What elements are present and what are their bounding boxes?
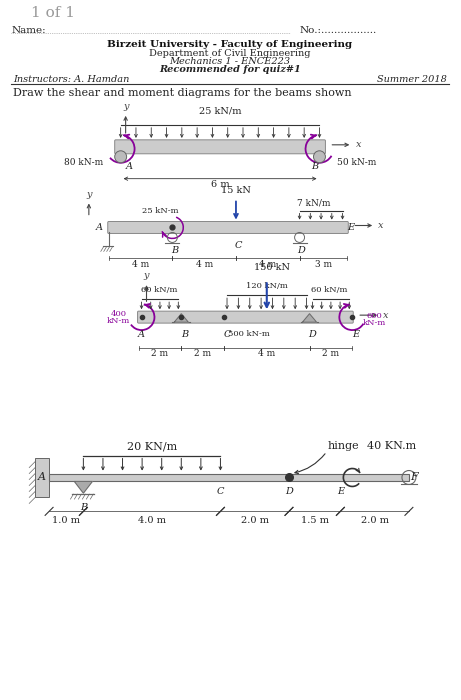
Text: 60 kN/m: 60 kN/m	[141, 286, 177, 294]
Polygon shape	[302, 314, 317, 322]
Text: C: C	[234, 241, 242, 250]
Text: 150 kN: 150 kN	[254, 262, 290, 272]
Text: x: x	[378, 221, 384, 230]
Text: 50 kN-m: 50 kN-m	[337, 158, 376, 167]
Text: 25 kN-m: 25 kN-m	[142, 206, 179, 215]
Text: 2.0 m: 2.0 m	[361, 516, 389, 525]
FancyBboxPatch shape	[108, 221, 349, 234]
Text: y: y	[86, 190, 92, 199]
Text: No.:.................: No.:.................	[300, 26, 377, 35]
Text: E: E	[352, 330, 359, 339]
Text: 40 KN.m: 40 KN.m	[367, 440, 417, 451]
Text: B: B	[181, 330, 188, 339]
Text: 3 m: 3 m	[315, 260, 332, 269]
Text: 4.0 m: 4.0 m	[138, 516, 166, 525]
Text: 4 m: 4 m	[195, 260, 213, 269]
Polygon shape	[174, 314, 188, 322]
Text: A: A	[126, 162, 133, 172]
Text: 2.0 m: 2.0 m	[241, 516, 269, 525]
Text: C: C	[223, 330, 231, 339]
Text: 1.0 m: 1.0 m	[52, 516, 80, 525]
Text: 80 kN-m: 80 kN-m	[64, 158, 104, 167]
Circle shape	[313, 150, 325, 162]
Text: 4 m: 4 m	[132, 260, 149, 269]
Text: kN-m: kN-m	[362, 319, 386, 327]
Text: A: A	[38, 473, 46, 482]
Text: Mechanics 1 - ENCE223: Mechanics 1 - ENCE223	[170, 57, 290, 66]
Text: y: y	[144, 271, 149, 280]
Text: Department of Civil Engineering: Department of Civil Engineering	[149, 49, 311, 57]
FancyBboxPatch shape	[137, 312, 353, 323]
Text: Name:: Name:	[12, 26, 46, 35]
Text: x: x	[383, 311, 389, 320]
Bar	[35, 458, 49, 498]
Text: A: A	[95, 223, 102, 232]
Text: Recommended for quiz#1: Recommended for quiz#1	[159, 64, 301, 74]
Text: Draw the shear and moment diagrams for the beams shown: Draw the shear and moment diagrams for t…	[13, 88, 352, 98]
Text: F: F	[410, 473, 418, 482]
Text: D: D	[308, 330, 316, 339]
Text: 6 m: 6 m	[211, 180, 230, 189]
Text: 60 kN/m: 60 kN/m	[311, 286, 348, 294]
Text: D: D	[298, 246, 306, 255]
Text: 25 kN/m: 25 kN/m	[199, 106, 241, 116]
Text: 4 m: 4 m	[259, 260, 277, 269]
Text: A: A	[138, 330, 145, 339]
Text: 2 m: 2 m	[194, 349, 211, 358]
Circle shape	[115, 150, 127, 162]
Text: kN-m: kN-m	[107, 317, 130, 325]
Text: 1 of 1: 1 of 1	[31, 6, 75, 20]
Text: 15 kN: 15 kN	[221, 186, 251, 195]
FancyBboxPatch shape	[115, 140, 325, 154]
Text: 7 kN/m: 7 kN/m	[297, 198, 330, 207]
Text: C: C	[217, 487, 224, 496]
Text: 2 m: 2 m	[151, 349, 168, 358]
Bar	[49, 473, 409, 482]
Text: Instructors: A. Hamdan: Instructors: A. Hamdan	[13, 75, 130, 83]
Text: E: E	[347, 223, 354, 232]
Text: 4 m: 4 m	[258, 349, 275, 358]
Text: 2 m: 2 m	[322, 349, 339, 358]
Polygon shape	[74, 482, 92, 493]
Text: 400: 400	[111, 310, 127, 318]
Text: E: E	[337, 487, 344, 496]
Text: Birzeit University - Faculty of Engineering: Birzeit University - Faculty of Engineer…	[107, 40, 353, 49]
Text: D: D	[285, 487, 293, 496]
Text: 20 KN/m: 20 KN/m	[127, 442, 177, 452]
Text: B: B	[311, 162, 318, 172]
Text: 500 kN-m: 500 kN-m	[228, 330, 270, 338]
Text: 1.5 m: 1.5 m	[301, 516, 329, 525]
Text: y: y	[123, 102, 128, 111]
Text: B: B	[80, 503, 87, 512]
Text: B: B	[171, 246, 178, 255]
Text: 600: 600	[366, 312, 382, 320]
Text: 120 kN/m: 120 kN/m	[246, 282, 288, 290]
Text: Summer 2018: Summer 2018	[377, 75, 447, 83]
Text: hinge: hinge	[328, 440, 360, 451]
Text: x: x	[355, 140, 361, 149]
